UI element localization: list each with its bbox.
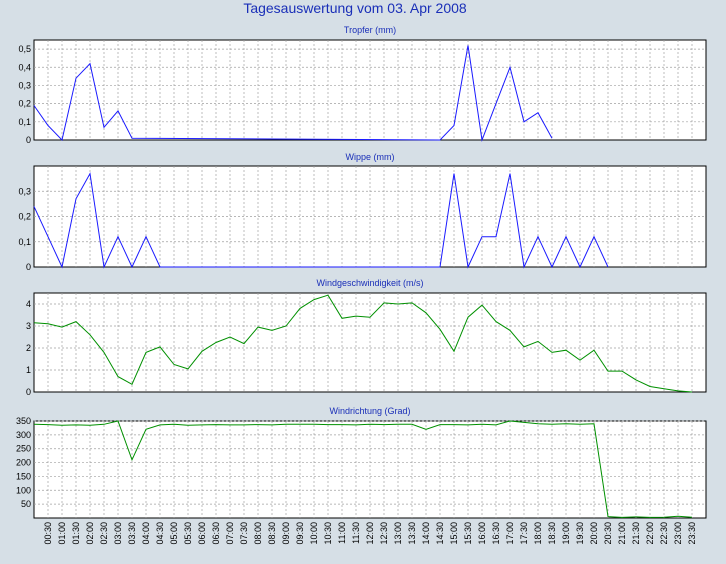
chart-panel: 0 0,1 0,2 0,3 0,4 0,5 Tropfer (mm) — [18, 25, 707, 145]
x-tick-label: 19:30 — [575, 522, 585, 545]
x-tick-label: 21:30 — [631, 522, 641, 545]
x-tick-label: 18:00 — [533, 522, 543, 545]
chart-panel: 0 0,1 0,2 0,3 Wippe (mm) — [18, 152, 707, 272]
y-tick-label: 0,4 — [18, 62, 31, 72]
chart-panels: 0 0,1 0,2 0,3 0,4 0,5 Tropfer (mm) 0 0,1 0,2 0,3 Wi… — [16, 25, 707, 519]
x-tick-label: 14:30 — [435, 522, 445, 545]
y-tick-label: 3 — [26, 321, 31, 331]
x-tick-label: 16:00 — [477, 522, 487, 545]
y-tick-label: 250 — [16, 444, 31, 454]
x-tick-label: 09:30 — [295, 522, 305, 545]
y-tick-label: 0,3 — [18, 186, 31, 196]
x-tick-label: 18:30 — [547, 522, 557, 545]
x-tick-label: 01:30 — [71, 522, 81, 545]
x-tick-label: 11:30 — [351, 522, 361, 544]
x-tick-label: 20:00 — [589, 522, 599, 545]
x-tick-label: 06:30 — [211, 522, 221, 545]
x-tick-label: 22:30 — [659, 522, 669, 545]
x-tick-label: 21:00 — [617, 522, 627, 545]
x-tick-label: 03:30 — [127, 522, 137, 545]
x-tick-label: 07:00 — [225, 522, 235, 545]
x-tick-label: 05:30 — [183, 522, 193, 545]
series-line — [33, 45, 553, 142]
x-tick-label: 07:30 — [239, 522, 249, 545]
y-tick-label: 300 — [16, 430, 31, 440]
x-tick-label: 06:00 — [197, 522, 207, 545]
x-tick-label: 16:30 — [491, 522, 501, 545]
x-tick-label: 19:00 — [561, 522, 571, 545]
x-tick-label: 05:00 — [169, 522, 179, 545]
x-tick-label: 23:00 — [673, 522, 683, 545]
series-line — [33, 294, 693, 393]
x-tick-label: 12:30 — [379, 522, 389, 545]
x-axis-labels: 00:30 01:00 01:30 02:00 02:30 03:00 03:30 04:00… — [43, 522, 697, 545]
x-tick-label: 11:00 — [337, 522, 347, 544]
y-tick-label: 0,2 — [18, 212, 31, 222]
x-tick-label: 10:00 — [309, 522, 319, 545]
x-tick-label: 00:30 — [43, 522, 53, 545]
y-tick-label: 0,1 — [18, 237, 31, 247]
x-tick-label: 10:30 — [323, 522, 333, 545]
y-tick-label: 4 — [26, 299, 31, 309]
x-tick-label: 17:00 — [505, 522, 515, 545]
x-tick-label: 12:00 — [365, 522, 375, 545]
x-tick-label: 03:00 — [113, 522, 123, 545]
y-tick-label: 100 — [16, 485, 31, 495]
panel-title: Wippe (mm) — [346, 152, 395, 162]
x-tick-label: 02:30 — [99, 522, 109, 545]
x-tick-label: 04:00 — [141, 522, 151, 545]
x-tick-label: 23:30 — [687, 522, 697, 545]
y-tick-label: 0,5 — [18, 44, 31, 54]
y-tick-label: 0,3 — [18, 80, 31, 90]
series-line — [33, 420, 693, 518]
y-tick-label: 1 — [26, 365, 31, 375]
x-tick-label: 22:00 — [645, 522, 655, 545]
x-tick-label: 09:00 — [281, 522, 291, 545]
x-tick-label: 08:00 — [253, 522, 263, 545]
x-tick-label: 14:00 — [421, 522, 431, 545]
x-tick-label: 04:30 — [155, 522, 165, 545]
y-tick-label: 200 — [16, 458, 31, 468]
y-tick-label: 150 — [16, 471, 31, 481]
x-tick-label: 17:30 — [519, 522, 529, 545]
y-tick-label: 0 — [26, 135, 31, 145]
x-tick-label: 20:30 — [603, 522, 613, 545]
page-title: Tagesauswertung vom 03. Apr 2008 — [243, 0, 467, 16]
chart-panel: 0 1 2 3 4 Windgeschwindigkeit (m/s) — [26, 278, 707, 397]
chart-panel: 50 100 150 200 250 300 350 Windrichtung (Grad) — [16, 406, 707, 519]
panel-title: Tropfer (mm) — [344, 25, 396, 35]
x-tick-label: 15:00 — [449, 522, 459, 545]
panel-title: Windgeschwindigkeit (m/s) — [316, 278, 423, 288]
y-tick-label: 2 — [26, 343, 31, 353]
y-tick-label: 0,2 — [18, 99, 31, 109]
x-tick-label: 01:00 — [57, 522, 67, 545]
y-tick-label: 50 — [21, 499, 31, 509]
y-tick-label: 0 — [26, 387, 31, 397]
x-tick-label: 08:30 — [267, 522, 277, 545]
y-tick-label: 0 — [26, 262, 31, 272]
x-tick-label: 13:30 — [407, 522, 417, 545]
y-tick-label: 350 — [16, 416, 31, 426]
panel-title: Windrichtung (Grad) — [329, 406, 410, 416]
series-line — [33, 172, 609, 269]
x-tick-label: 02:00 — [85, 522, 95, 545]
x-tick-label: 13:00 — [393, 522, 403, 545]
x-tick-label: 15:30 — [463, 522, 473, 545]
y-tick-label: 0,1 — [18, 117, 31, 127]
